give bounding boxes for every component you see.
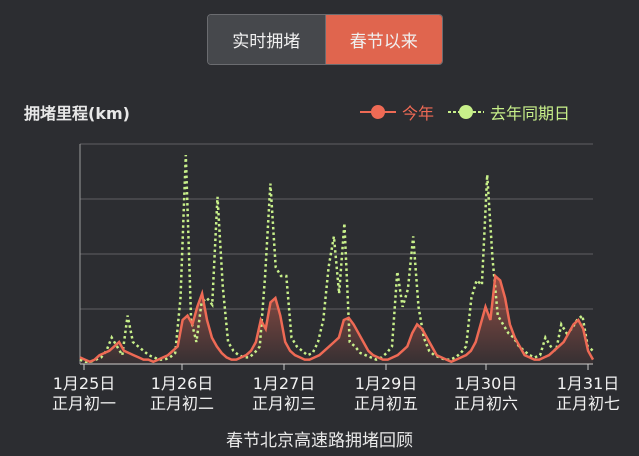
x-tick-label-date: 1月30日: [455, 374, 518, 393]
x-tick-label-date: 1月31日: [557, 374, 620, 393]
x-tick-label-lunar: 正月初五: [354, 394, 418, 413]
legend-item-this-year[interactable]: 今年: [360, 100, 434, 124]
x-tick-label-date: 1月29日: [355, 374, 418, 393]
legend-label-this-year: 今年: [402, 104, 435, 123]
x-tick-label-lunar: 正月初一: [52, 394, 116, 413]
x-tick-label-lunar: 正月初六: [454, 394, 518, 413]
this-year-area: [80, 276, 593, 364]
y-axis-label: 拥堵里程(km): [24, 104, 130, 123]
x-tick-label-date: 1月26日: [151, 374, 214, 393]
legend-marker-last-year: [448, 105, 485, 119]
view-toggle: 实时拥堵 春节以来: [207, 14, 443, 65]
x-tick-label-date: 1月27日: [253, 374, 316, 393]
tab-spring-festival[interactable]: 春节以来: [325, 15, 442, 64]
this-year-line: [79, 273, 595, 364]
x-tick-label-lunar: 正月初七: [556, 394, 620, 413]
chart-subtitle: 春节北京高速路拥堵回顾: [226, 431, 413, 451]
legend-item-last-year[interactable]: 去年同期日: [448, 100, 570, 124]
x-tick-label-date: 1月25日: [53, 374, 116, 393]
x-tick-label-lunar: 正月初二: [150, 394, 214, 413]
last-year-line: [79, 154, 594, 364]
x-tick-label-lunar: 正月初三: [252, 394, 316, 413]
legend-marker-this-year: [360, 105, 396, 119]
legend: 今年 去年同期日: [360, 100, 584, 124]
tab-realtime[interactable]: 实时拥堵: [208, 15, 326, 64]
legend-label-last-year: 去年同期日: [490, 104, 571, 123]
